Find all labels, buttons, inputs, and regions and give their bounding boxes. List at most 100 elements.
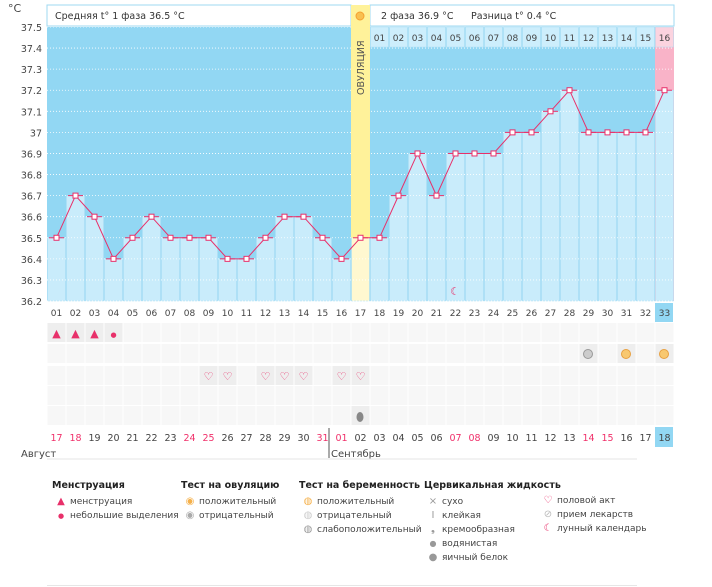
marker-cell (427, 406, 446, 425)
calendar-date: 29 (278, 433, 290, 444)
marker-cell (180, 323, 199, 342)
legend-label: небольшие выделения (70, 511, 179, 521)
temperature-bar (598, 132, 617, 302)
temperature-bar (541, 111, 560, 302)
temperature-point (319, 234, 326, 241)
legend-label: яичный белок (442, 553, 509, 563)
marker-cell-filled (351, 366, 370, 385)
legend-label: отрицательный (317, 511, 392, 521)
temperature-point (72, 192, 79, 199)
temperature-point (414, 150, 421, 157)
marker-cell (465, 366, 484, 385)
calendar-date: 21 (126, 433, 138, 444)
calendar-date: 28 (259, 433, 271, 444)
phase2-day-cell (598, 26, 617, 48)
marker-cell (123, 386, 142, 405)
y-tick-label: 37.5 (21, 23, 42, 34)
cycle-day-label: 23 (469, 309, 480, 319)
calendar-date: 02 (354, 433, 366, 444)
marker-cell (275, 344, 294, 363)
marker-cell (180, 386, 199, 405)
ovulation-column (351, 5, 370, 238)
phase2-day-cell (503, 26, 522, 48)
calendar-date: 07 (449, 433, 461, 444)
marker-cell (484, 344, 503, 363)
egg-white-icon (356, 412, 364, 422)
marker-cell (560, 366, 579, 385)
temperature-point (300, 213, 307, 220)
marker-cell (541, 386, 560, 405)
marker-cell (294, 344, 313, 363)
temperature-chart: °C Средняя t° 1 фаза 36.5 °C 2 фаза 36.9 °… (8, 2, 675, 460)
phase2-day-cell (579, 26, 598, 48)
legend-label: водянистая (442, 539, 498, 549)
marker-cell (655, 406, 674, 425)
marker-cell (446, 323, 465, 342)
temperature-point (547, 108, 554, 115)
phase2-day-label: 07 (488, 34, 499, 44)
marker-cell (370, 386, 389, 405)
current-date-highlight (655, 427, 673, 447)
marker-cell-filled (275, 366, 294, 385)
marker-cell (294, 406, 313, 425)
marker-cell (522, 386, 541, 405)
heart-icon: ♡ (280, 370, 290, 383)
temperature-bar (199, 237, 218, 302)
phase2-day-label: 02 (393, 34, 404, 44)
marker-cell (370, 323, 389, 342)
marker-cell (484, 406, 503, 425)
month-label: Август (21, 449, 56, 460)
temperature-point (167, 234, 174, 241)
menstruation-icon: ▲ (52, 327, 61, 340)
marker-cell (408, 344, 427, 363)
y-tick-label: 36.5 (21, 234, 42, 245)
marker-cell (66, 344, 85, 363)
phase2-day-label: 16 (659, 34, 671, 44)
phase2-day-cell (465, 26, 484, 48)
marker-cell (598, 323, 617, 342)
marker-cell (237, 386, 256, 405)
marker-cell (484, 323, 503, 342)
current-day-highlight (655, 303, 673, 322)
y-tick-label: 37.4 (21, 44, 42, 55)
calendar-date: 13 (563, 433, 575, 444)
marker-cell-filled (104, 323, 123, 342)
marker-cell (389, 406, 408, 425)
marker-cell (104, 406, 123, 425)
temperature-bar (161, 237, 180, 302)
temperature-bar (446, 153, 465, 302)
temperature-difference: Разница t° 0.4 °C (471, 11, 557, 22)
marker-cell (294, 323, 313, 342)
marker-cell (123, 323, 142, 342)
temperature-point (642, 129, 649, 136)
calendar-date: 01 (335, 433, 347, 444)
marker-cell (47, 366, 66, 385)
marker-cell (389, 366, 408, 385)
phase2-day-cell (484, 26, 503, 48)
marker-cell-filled (47, 323, 66, 342)
phase1-average: Средняя t° 1 фаза 36.5 °C (55, 11, 185, 22)
marker-cell (351, 344, 370, 363)
marker-cell (446, 344, 465, 363)
temperature-point (585, 129, 592, 136)
marker-cell (123, 366, 142, 385)
temperature-bar (522, 132, 541, 302)
marker-cell (389, 344, 408, 363)
marker-cell (142, 366, 161, 385)
marker-cell (408, 366, 427, 385)
divider (47, 585, 637, 586)
calendar-date: 20 (107, 433, 119, 444)
temperature-point (661, 87, 668, 94)
marker-cell (655, 323, 674, 342)
legend-menstruation: Менструация ▲ менструация ● небольшие выде… (52, 480, 179, 523)
phase2-day-label: 13 (602, 34, 613, 44)
marker-cell (541, 344, 560, 363)
temperature-bar (256, 237, 275, 302)
marker-cell (237, 344, 256, 363)
marker-cell (237, 323, 256, 342)
temperature-point (528, 129, 535, 136)
spotting-icon: ● (110, 331, 116, 339)
temperature-point (53, 234, 60, 241)
marker-cell (598, 386, 617, 405)
